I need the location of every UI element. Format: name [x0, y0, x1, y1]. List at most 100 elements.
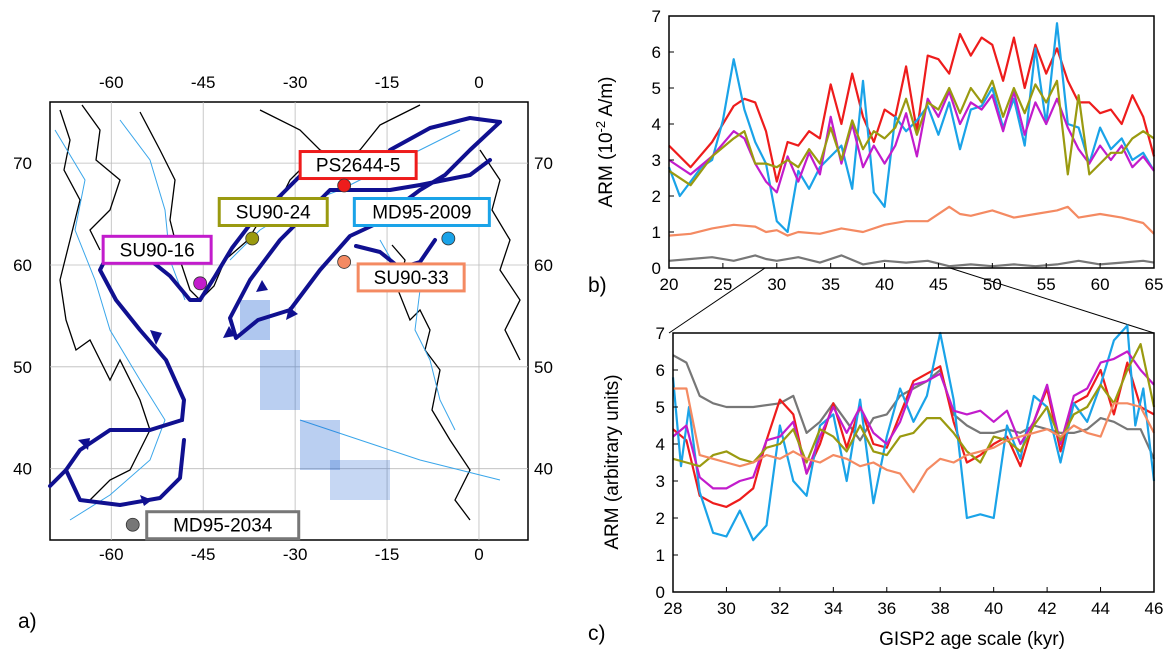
y-tick-label: 3: [656, 472, 665, 491]
y-tick-label: 0: [652, 259, 661, 278]
current-arrows: [78, 280, 298, 506]
map-tick-top: -60: [99, 73, 124, 92]
site-marker: [245, 231, 260, 246]
series-line: [668, 90, 1155, 194]
map-panel: -60 -45 -30 -15 0 -60 -45 -30 -15 0 70 60 50 40 70 6…: [13, 73, 553, 633]
map-ticks-top: -60 -45 -30 -15 0: [99, 73, 484, 92]
y-tick-label: 1: [652, 223, 661, 242]
map-tick-right: 70: [534, 154, 553, 173]
x-tick-label: 30: [717, 599, 736, 618]
site-label-box: [356, 262, 466, 293]
map-tick-top: -15: [375, 73, 400, 92]
site-label: SU90-16: [120, 240, 195, 261]
site-label: SU90-33: [374, 268, 449, 289]
x-tick-label: 60: [1091, 275, 1110, 294]
map-tick-right: 40: [534, 460, 553, 479]
b-series: [667, 22, 1156, 268]
panel-b-frame: [668, 15, 1155, 269]
ridge-patches: [240, 300, 390, 500]
series-line: [671, 324, 1156, 542]
y-tick-label: 5: [656, 398, 665, 417]
zoom-connector-right: [949, 267, 1155, 334]
x-tick-label: 34: [824, 599, 843, 618]
x-tick-label: 65: [1145, 275, 1164, 294]
site-label: SU90-24: [236, 202, 311, 223]
x-tick-label: 46: [1145, 599, 1164, 618]
series-line: [672, 354, 1156, 460]
site-label-box: [298, 150, 418, 181]
panel-label-a: a): [18, 610, 37, 633]
x-tick-label: 35: [821, 275, 840, 294]
map-tick-right: 60: [534, 256, 553, 275]
x-tick-label: 28: [664, 599, 683, 618]
site-marker: [337, 178, 352, 193]
panel-label-c: c): [588, 622, 606, 645]
y-tick-label: 6: [652, 43, 661, 62]
map-tick-left: 50: [13, 358, 32, 377]
y-tick-label: 4: [656, 435, 665, 454]
map-tick-bottom: -15: [375, 545, 400, 564]
map-tick-top: 0: [474, 73, 483, 92]
site-label: MD95-2034: [173, 516, 273, 537]
y-tick-label: 6: [656, 361, 665, 380]
series-line: [668, 254, 1155, 268]
site-label: MD95-2009: [372, 202, 471, 223]
x-tick-label: 45: [929, 275, 948, 294]
map-tick-bottom: -45: [191, 545, 216, 564]
series-line: [668, 205, 1155, 237]
x-tick-label: 32: [770, 599, 789, 618]
series-line: [672, 350, 1155, 490]
site-label-box: [101, 234, 213, 265]
site-marker: [125, 517, 140, 532]
panel-b-ylabel: ARM (10-2 A/m): [593, 77, 617, 208]
x-tick-label: 25: [713, 275, 732, 294]
map-tick-top: -30: [283, 73, 308, 92]
map-ticks-left: 70 60 50 40: [13, 154, 32, 479]
x-tick-label: 50: [983, 275, 1002, 294]
site-label: PS2644-5: [316, 156, 401, 177]
x-tick-label: 42: [1038, 599, 1057, 618]
map-tick-right: 50: [534, 358, 553, 377]
y-tick-label: 7: [652, 7, 661, 26]
map-tick-left: 60: [13, 256, 32, 275]
x-tick-label: 40: [984, 599, 1003, 618]
y-tick-label: 2: [656, 509, 665, 528]
panel-c-frame: [672, 332, 1155, 593]
x-tick-label: 38: [931, 599, 950, 618]
map-tick-bottom: -30: [283, 545, 308, 564]
x-tick-label: 44: [1091, 599, 1110, 618]
series-line: [668, 79, 1155, 187]
map-tick-bottom: 0: [474, 545, 483, 564]
map-tick-left: 70: [13, 154, 32, 173]
y-tick-label: 1: [656, 546, 665, 565]
x-tick-label: 20: [660, 275, 679, 294]
site-label-box: [145, 510, 301, 541]
map-tick-top: -45: [191, 73, 216, 92]
x-tick-label: 55: [1037, 275, 1056, 294]
y-tick-label: 5: [652, 79, 661, 98]
map-ticks-bottom: -60 -45 -30 -15 0: [99, 545, 484, 564]
y-tick-label: 0: [656, 583, 665, 602]
site-label-box: [352, 196, 491, 227]
map-ticks-right: 70 60 50 40: [534, 154, 553, 479]
panel-c-xlabel: GISP2 age scale (kyr): [879, 629, 1065, 650]
site-marker: [337, 255, 352, 269]
series-line: [667, 22, 1155, 234]
y-tick-label: 3: [652, 151, 661, 170]
site-marker: [193, 276, 208, 291]
map-tick-bottom: -60: [99, 545, 124, 564]
x-tick-label: 36: [877, 599, 896, 618]
zoom-connector-left: [668, 267, 766, 334]
y-tick-label: 4: [652, 115, 661, 134]
ocean-currents: [48, 116, 502, 507]
site-label-box: [217, 196, 329, 227]
panel-c-ylabel: ARM (arbitrary units): [602, 374, 623, 549]
y-tick-label: 7: [656, 324, 665, 343]
series-line: [673, 387, 1155, 494]
series-line: [672, 343, 1156, 468]
